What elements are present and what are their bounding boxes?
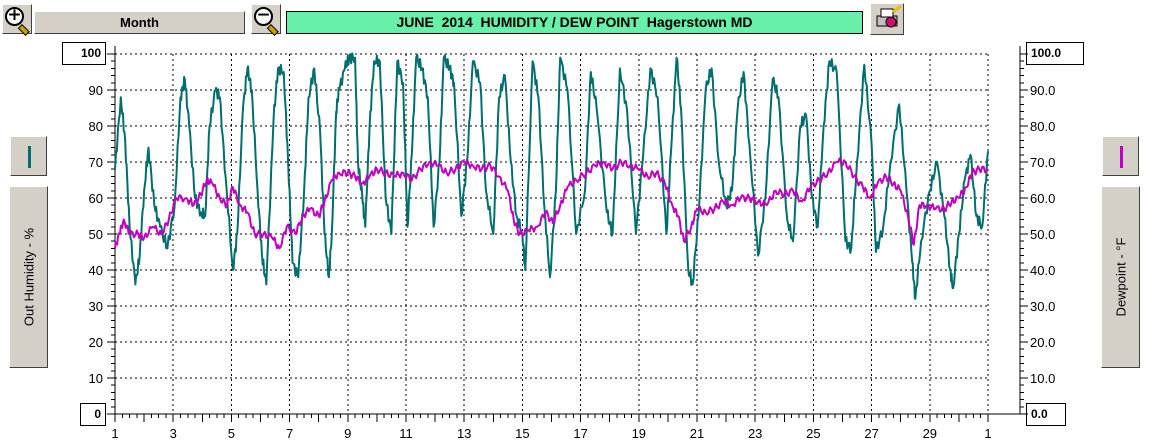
dewpoint-color-bar (1120, 146, 1123, 168)
left-tick-label: 10 (89, 371, 103, 386)
x-tick-label: 23 (748, 426, 762, 441)
right-axis-max-box[interactable]: 100.0 (1026, 42, 1084, 65)
x-tick-label: 29 (923, 426, 937, 441)
humidity-color-bar (28, 146, 31, 168)
left-tick-label: 50 (89, 227, 103, 242)
left-axis-min-box[interactable]: 0 (80, 403, 106, 426)
left-tick-label: 60 (89, 191, 103, 206)
x-tick-label: 1 (111, 426, 118, 441)
right-tick-label: 40.0 (1030, 263, 1055, 278)
right-tick-label: 10.0 (1030, 371, 1055, 386)
zoom-in-icon (5, 7, 24, 26)
left-tick-label: 90 (89, 83, 103, 98)
dewpoint-series-line (114, 157, 989, 250)
right-tick-label: 70.0 (1030, 155, 1055, 170)
zoom-in-button[interactable]: + (2, 4, 32, 37)
zoom-out-icon (254, 7, 273, 26)
x-tick-label: 19 (632, 426, 646, 441)
right-tick-label: 60.0 (1030, 191, 1055, 206)
x-tick-label: 11 (399, 426, 413, 441)
x-tick-label: 25 (806, 426, 820, 441)
right-tick-label: 90.0 (1030, 83, 1055, 98)
right-tick-label: 30.0 (1030, 299, 1055, 314)
x-tick-label: 21 (690, 426, 704, 441)
left-tick-label: 40 (89, 263, 103, 278)
left-axis-max-box[interactable]: 100 (62, 42, 106, 65)
right-tick-label: 50.0 (1030, 227, 1055, 242)
x-tick-label: 5 (228, 426, 235, 441)
x-tick-label: 7 (286, 426, 293, 441)
period-month-button[interactable]: Month (34, 11, 245, 34)
right-axis-title-button[interactable]: Dewpoint - °F (1101, 186, 1140, 368)
humidity-series-line (114, 52, 989, 300)
x-tick-label: 27 (864, 426, 878, 441)
chart-title: JUNE 2014 HUMIDITY / DEW POINT Hagerstow… (286, 11, 863, 34)
x-tick-label: 3 (170, 426, 177, 441)
left-tick-label: 80 (89, 119, 103, 134)
printer-icon (876, 4, 902, 28)
left-axis-title: Out Humidity - % (21, 227, 36, 327)
print-button[interactable] (870, 3, 904, 35)
x-tick-label: 17 (573, 426, 587, 441)
humidity-legend-swatch[interactable] (10, 136, 47, 176)
right-axis-min-box[interactable]: 0.0 (1026, 403, 1066, 426)
zoom-out-button[interactable]: − (251, 4, 281, 37)
right-tick-label: 20.0 (1030, 335, 1055, 350)
dewpoint-legend-swatch[interactable] (1102, 136, 1139, 176)
right-tick-label: 80.0 (1030, 119, 1055, 134)
x-tick-label: 9 (344, 426, 351, 441)
left-tick-label: 30 (89, 299, 103, 314)
x-tick-label: 15 (515, 426, 529, 441)
x-tick-label: 1 (984, 426, 991, 441)
left-axis-title-button[interactable]: Out Humidity - % (9, 186, 48, 368)
left-tick-label: 20 (89, 335, 103, 350)
left-tick-label: 70 (89, 155, 103, 170)
right-axis-title: Dewpoint - °F (1113, 237, 1128, 317)
x-tick-label: 13 (457, 426, 471, 441)
